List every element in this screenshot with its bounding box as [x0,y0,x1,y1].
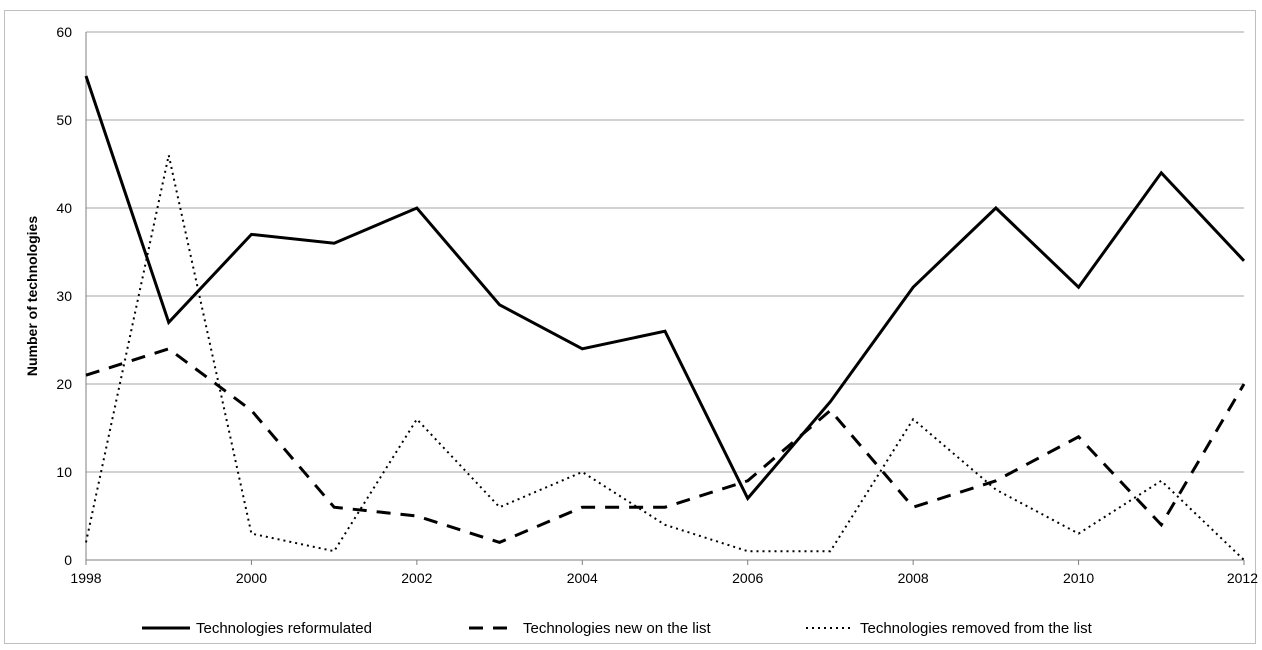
y-tick-label: 40 [56,200,72,216]
x-tick-label: 2000 [236,570,267,586]
legend-label-2: Technologies new on the list [523,620,711,637]
series-line-3 [85,154,1245,561]
axes [85,32,1245,565]
y-axis-title: Number of technologies [24,216,40,376]
y-tick-label: 0 [64,552,72,568]
x-tick-label: 2002 [401,570,432,586]
legend-label-3: Technologies removed from the list [860,620,1093,637]
y-tick-label: 20 [56,376,72,392]
x-tick-label: 2012 [1227,570,1258,586]
chart-frame [4,10,1256,644]
legend: Technologies reformulated Technologies ne… [142,620,1093,637]
x-tick-label: 2010 [1063,570,1094,586]
series-line-1 [84,75,1246,502]
x-tick-label: 2004 [567,570,598,586]
gridlines [86,31,1244,473]
legend-label-1: Technologies reformulated [196,620,372,637]
y-tick-labels: 0 10 20 30 40 50 60 [56,24,72,568]
series-line-2 [85,347,1246,544]
y-tick-label: 10 [56,464,72,480]
x-tick-label: 2008 [898,570,929,586]
y-tick-label: 30 [56,288,72,304]
x-tick-labels: 1998 2000 2002 2004 2006 2008 2010 2012 [70,570,1258,586]
y-tick-label: 50 [56,112,72,128]
series-lines [84,75,1246,561]
x-tick-label: 2006 [732,570,763,586]
y-tick-label: 60 [56,24,72,40]
x-tick-label: 1998 [70,570,101,586]
